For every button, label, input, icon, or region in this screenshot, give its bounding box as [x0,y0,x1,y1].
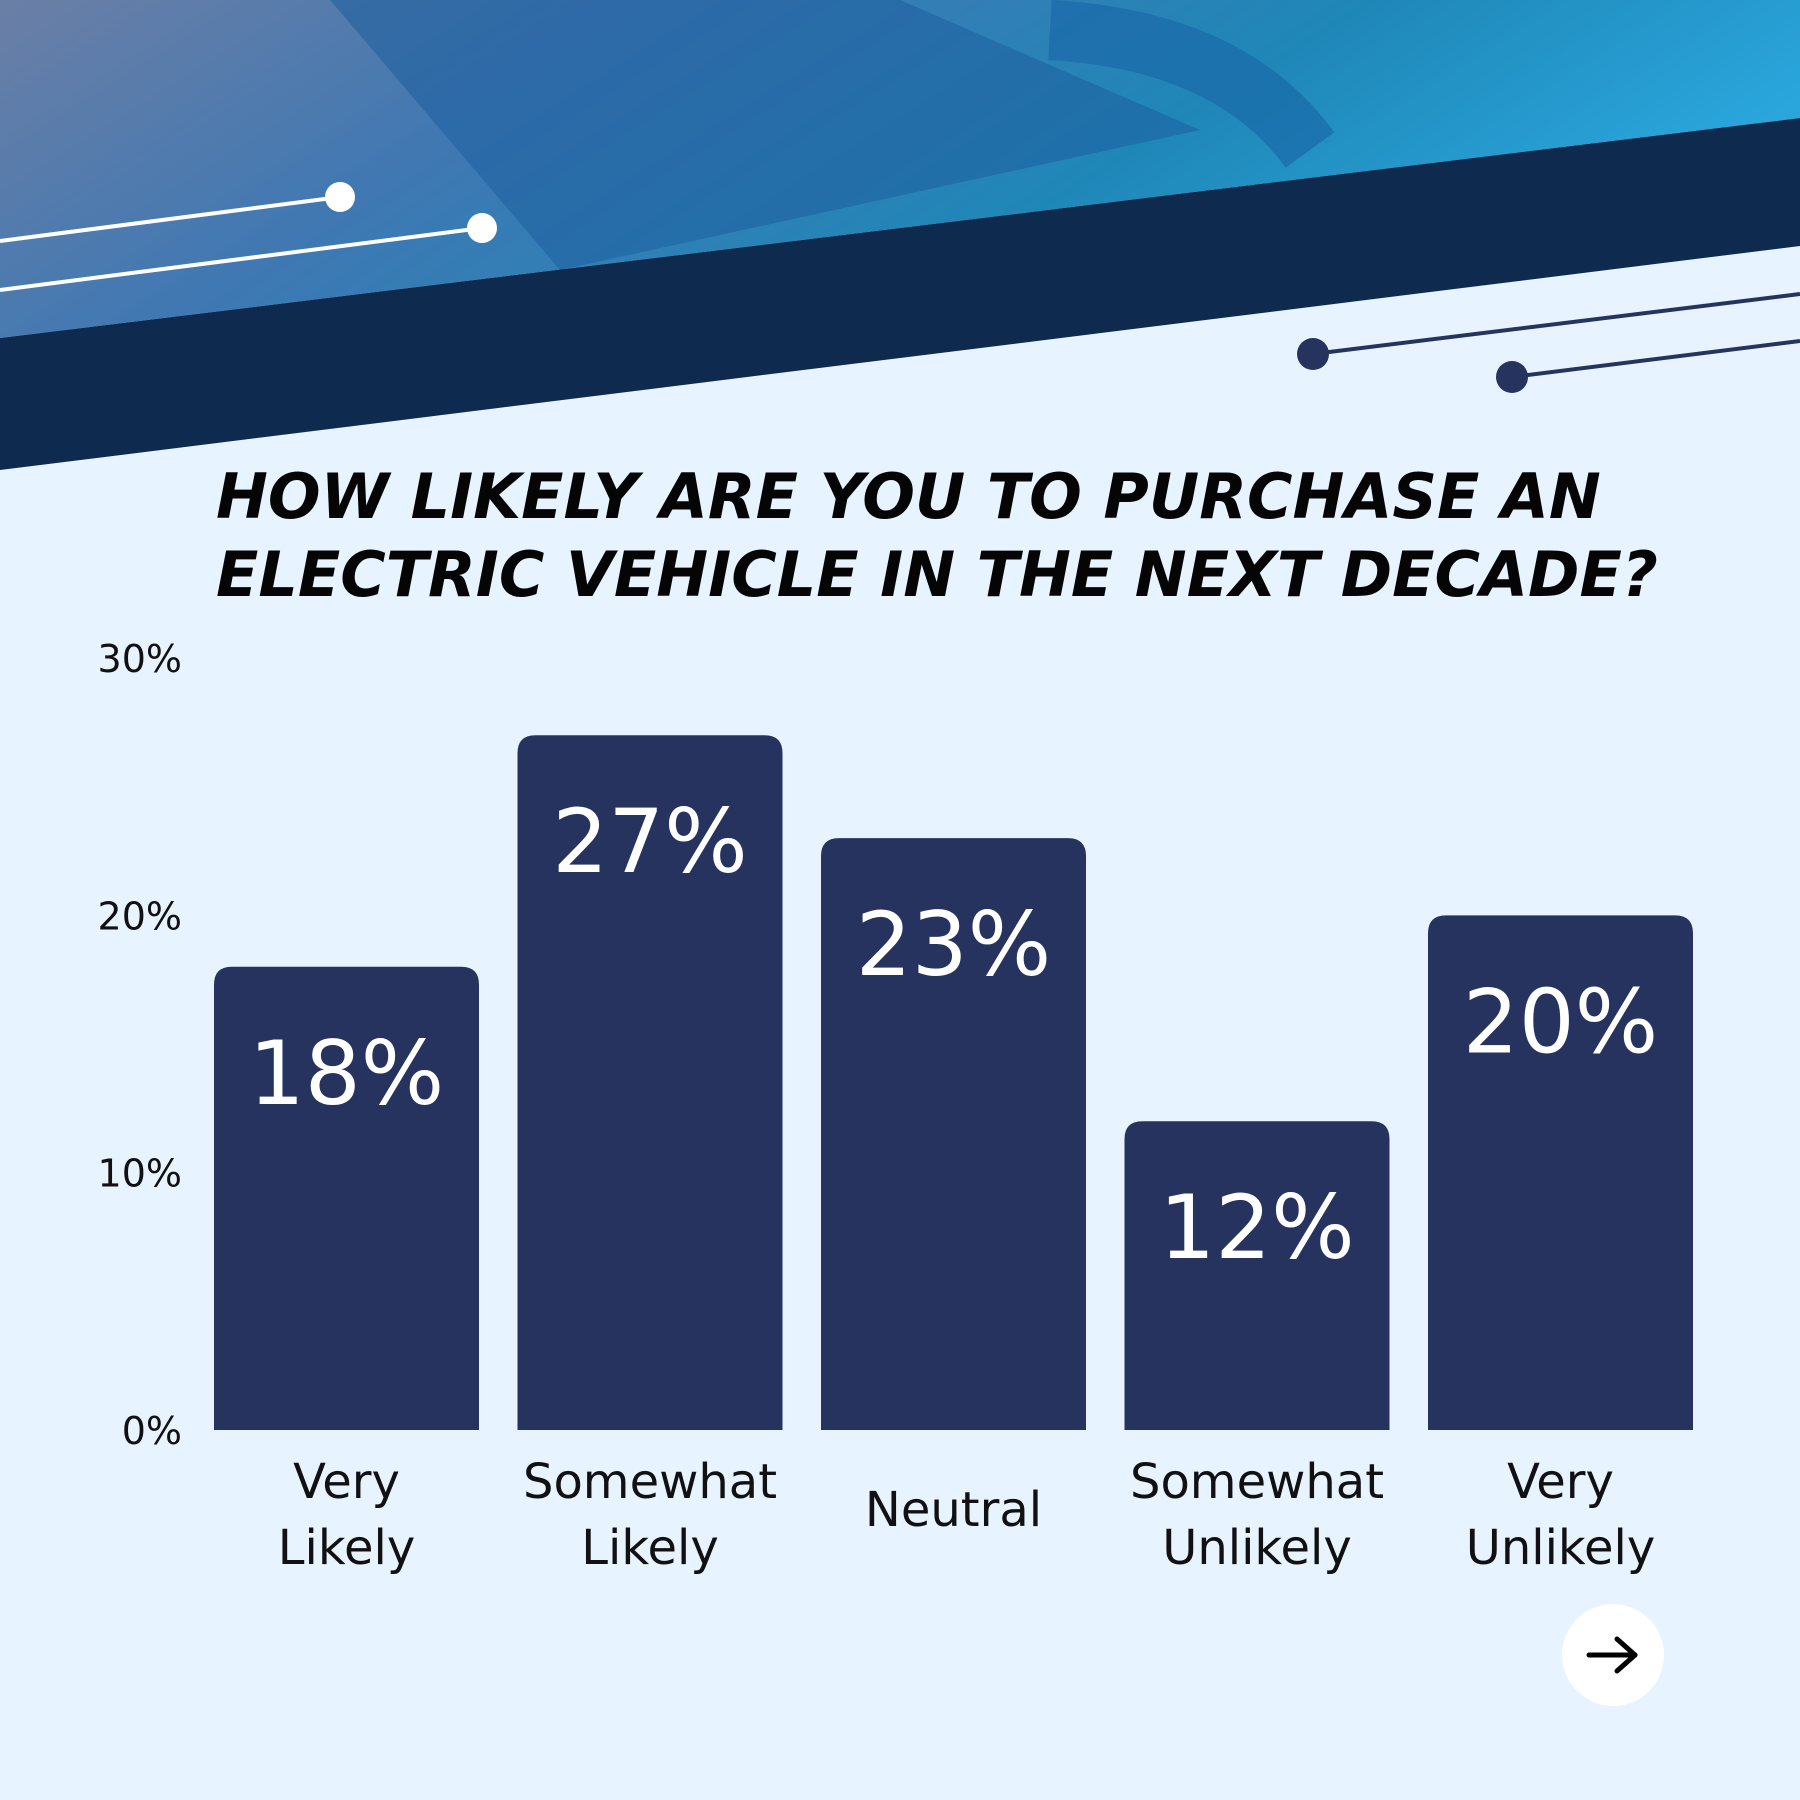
bar-value-label: 12% [1159,1176,1355,1279]
y-tick-label: 30% [98,637,182,681]
arrow-right-icon [1586,1636,1638,1674]
accent-line [1312,292,1800,356]
accent-line [0,226,483,292]
x-category-label: Somewhat [1130,1454,1384,1510]
y-axis: 0% 10% 20% 30% [98,637,182,1453]
accent-dot [1496,361,1528,393]
x-axis: Very Likely Somewhat Likely Neutral Somewhat U… [278,1454,1656,1576]
bar [1428,915,1693,1430]
bar [821,838,1086,1430]
bar-value-label: 27% [552,790,748,893]
header-photo-shade [330,0,1200,270]
navy-band [0,118,1800,470]
y-tick-label: 0% [122,1409,182,1453]
bars: 18% 27% 23% 12% 20% [214,735,1693,1430]
x-category-label: Unlikely [1162,1520,1352,1576]
y-tick-label: 10% [98,1152,182,1196]
accent-dot [325,182,355,212]
accent-dot [467,213,497,243]
charging-cable-shape [1048,0,1335,169]
y-tick-label: 20% [98,894,182,938]
accent-line [0,195,341,243]
x-category-label: Likely [581,1520,718,1576]
chart-title-line: ELECTRIC VEHICLE IN THE NEXT DECADE? [216,538,1658,611]
next-button[interactable] [1562,1604,1664,1706]
x-category-label: Very [1507,1454,1614,1510]
x-category-label: Very [293,1454,400,1510]
chart-title: HOW LIKELY ARE YOU TO PURCHASE AN ELECTR… [216,458,1716,614]
bar-value-label: 20% [1463,970,1659,1073]
x-category-label: Likely [278,1520,415,1576]
bar [517,735,783,1430]
accent-line [1511,339,1800,379]
x-category-label: Neutral [865,1482,1042,1538]
accent-dot [1297,338,1329,370]
bar-value-label: 18% [249,1022,445,1125]
header-banner [0,0,1800,470]
x-category-label: Unlikely [1466,1520,1656,1576]
bar [1124,1121,1390,1430]
bar [214,966,479,1430]
bar-value-label: 23% [856,893,1052,996]
chart-title-line: HOW LIKELY ARE YOU TO PURCHASE AN [216,460,1601,533]
x-category-label: Somewhat [523,1454,777,1510]
